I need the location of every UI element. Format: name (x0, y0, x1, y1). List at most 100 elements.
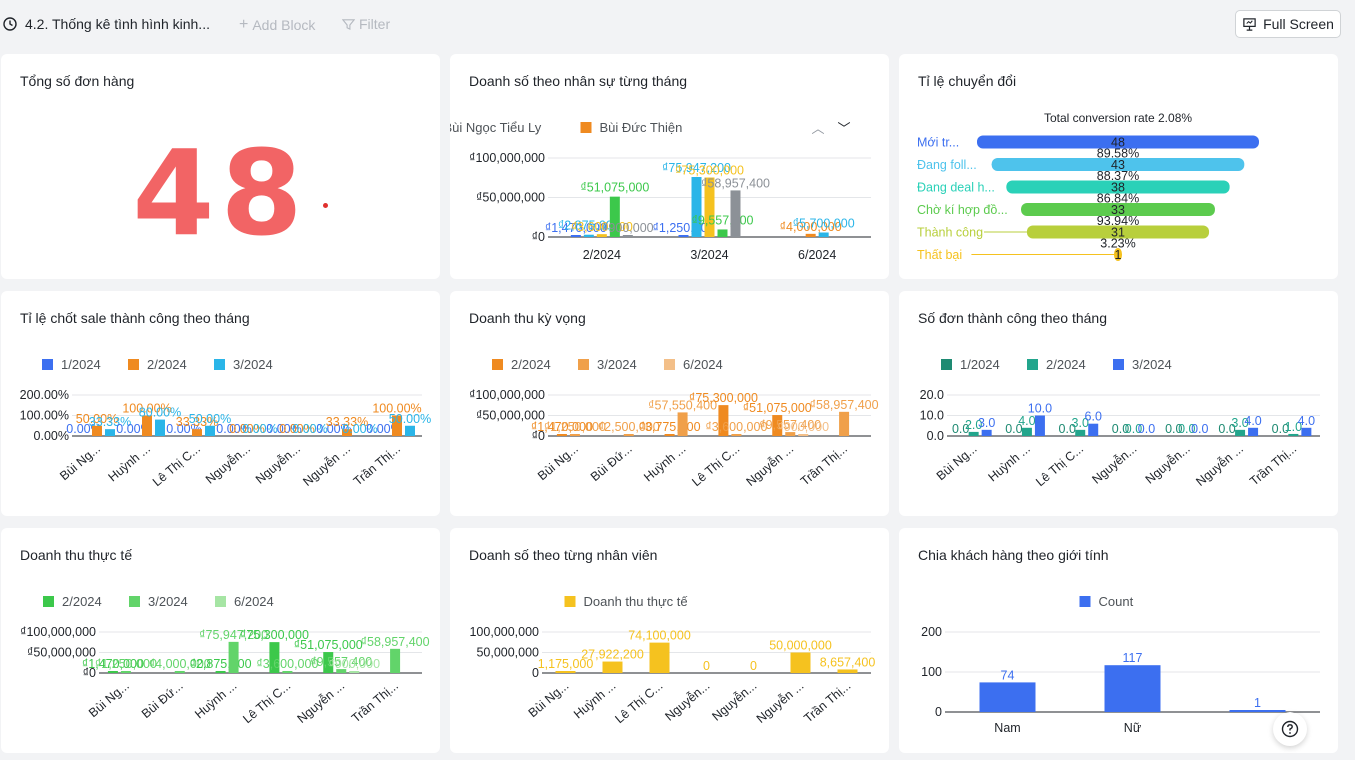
full-screen-button[interactable]: Full Screen (1235, 10, 1341, 38)
data-label: 33.33% (176, 415, 218, 429)
y-tick-label: 20.0 (920, 388, 944, 402)
data-label: ₫1,470,000 (82, 657, 144, 671)
card-actual-revenue[interactable]: Doanh thu thực tế 2/2024 3/2024 6/2024 ₫100… (1, 528, 440, 753)
data-label: ₫900,000 (602, 221, 654, 235)
card-conversion-rate[interactable]: Tỉ lệ chuyển đổi Total conversion rate 2… (899, 54, 1338, 279)
bar (120, 671, 131, 673)
card-close-rate-by-month[interactable]: Tỉ lệ chốt sale thành công theo tháng 1/… (1, 291, 440, 516)
legend-label: 3/2024 (148, 594, 188, 609)
data-label: 0.00% (292, 422, 327, 436)
history-icon[interactable] (2, 16, 18, 32)
legend-label: Doanh thu thực tế (584, 594, 689, 609)
data-label: ₫2,875,000 (190, 657, 252, 671)
bar (1021, 427, 1032, 436)
legend-label: 3/2024 (1132, 357, 1172, 372)
bar (677, 412, 688, 436)
data-label: ₫900,000 (328, 657, 380, 671)
add-block-label: Add Block (252, 17, 316, 33)
legend-swatch (580, 122, 592, 133)
sales-by-staff-chart: Doanh thu thực tế100,000,00050,000,00001… (469, 594, 876, 726)
legend-swatch (215, 596, 226, 607)
data-label: ₫1,250,000 (95, 657, 157, 671)
bar (717, 229, 728, 237)
data-label: 0.0 (1165, 422, 1182, 436)
bar (790, 652, 811, 673)
data-label: 4.0 (1018, 414, 1035, 428)
bar (282, 671, 293, 673)
bar (555, 671, 576, 673)
close-rate-chart: 1/2024 2/2024 3/2024200.00%100.00%0.00%0.0… (20, 357, 432, 489)
data-label: ₫1,250,000 (544, 420, 606, 434)
data-label: ₫58,957,400 (810, 398, 879, 412)
x-tick-label: Bùi Đứ... (139, 679, 186, 721)
funnel-rate: 88.37% (1097, 169, 1139, 183)
funnel-bar (1021, 203, 1215, 216)
data-label: 4.0 (1298, 414, 1315, 428)
help-button[interactable] (1273, 712, 1307, 746)
data-label: 117 (1123, 651, 1143, 665)
bar (390, 648, 401, 673)
card-expected-revenue[interactable]: Doanh thu kỳ vọng 2/2024 3/2024 6/2024 ₫100… (450, 291, 889, 516)
funnel-bar (977, 135, 1259, 149)
bar (92, 425, 102, 436)
funnel-value: 31 (1111, 226, 1125, 240)
data-label: ₫57,550,400 (648, 398, 717, 412)
x-tick-label: Trần Thị... (801, 679, 853, 726)
bar (731, 434, 742, 436)
card-sales-by-staff-month[interactable]: Doanh số theo nhân sự từng tháng Bùi Ngọ… (450, 54, 889, 279)
card-title: Doanh thu thực tế (20, 547, 133, 563)
legend-label: 2/2024 (62, 594, 102, 609)
card-total-orders[interactable]: Tổng số đơn hàng 48 (1, 54, 440, 279)
add-block-button[interactable]: + Add Block (239, 16, 315, 34)
funnel-rate: 93.94% (1097, 214, 1139, 228)
card-sales-by-staff[interactable]: Doanh số theo từng nhân viên Doanh thu t… (450, 528, 889, 753)
filter-label: Filter (359, 16, 391, 32)
data-label: 74 (1001, 668, 1015, 682)
funnel-stage-label: Đang deal h... (917, 181, 995, 195)
data-label: ₫75,300,000 (240, 628, 309, 642)
y-tick-label: ₫100,000,000 (469, 151, 545, 165)
bar (174, 671, 185, 673)
data-label: 0.00% (216, 422, 251, 436)
data-label: ₫51,075,000 (294, 638, 363, 652)
bar (570, 235, 581, 237)
total-orders-value: 48 (132, 124, 309, 262)
x-tick-label: Nguyễn ... (294, 678, 347, 726)
data-label: 0 (703, 659, 710, 673)
data-label: 0.0 (1191, 422, 1208, 436)
card-title: Doanh số theo từng nhân viên (469, 547, 658, 563)
data-label: ₫3,775,000 (639, 420, 701, 434)
legend-label: 2/2024 (1046, 357, 1086, 372)
card-successful-orders-by-month[interactable]: Số đơn thành công theo tháng 1/2024 2/202… (899, 291, 1338, 516)
legend-swatch (941, 359, 952, 370)
legend-swatch (43, 596, 54, 607)
data-label: 100.00% (122, 402, 171, 416)
funnel-value: 1 (1115, 248, 1122, 262)
data-label: 0.0 (1005, 422, 1022, 436)
bar (336, 669, 347, 673)
bar (107, 671, 118, 673)
data-label: ₫3,600,000 (256, 657, 318, 671)
data-label: 80.00% (139, 406, 181, 420)
data-label: ₫51,075,000 (580, 181, 649, 195)
bar (981, 429, 992, 436)
y-tick-label: ₫0 (83, 666, 96, 680)
bar (718, 405, 729, 436)
filter-button[interactable]: Filter (342, 16, 390, 32)
data-label: 74,100,000 (628, 629, 691, 643)
x-tick-label: Trần Thị... (351, 442, 403, 489)
dashboard-title[interactable]: 4.2. Thống kê tình hình kinh... (25, 16, 210, 32)
data-label: 0.0 (1218, 422, 1235, 436)
data-label: ₫75,947,200 (662, 161, 731, 175)
card-customers-by-gender[interactable]: Chia khách hàng theo giới tính Count 200 1… (899, 528, 1338, 753)
bar (1235, 429, 1246, 436)
bar (192, 429, 202, 436)
x-tick-label: Nguyễn ... (743, 441, 796, 489)
data-label: 8,657,400 (820, 655, 876, 669)
red-dot (323, 203, 328, 208)
bar (678, 235, 689, 237)
funnel-value: 43 (1111, 158, 1125, 172)
data-label: 33.33% (326, 415, 368, 429)
legend-swatch (564, 596, 576, 607)
data-label: 3.0 (1231, 416, 1248, 430)
